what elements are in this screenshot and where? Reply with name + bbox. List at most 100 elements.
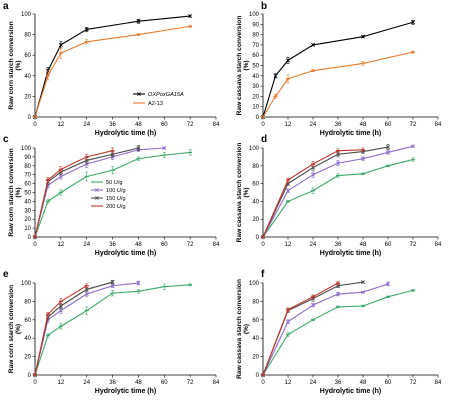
y-tick-label: 40	[252, 74, 259, 80]
series-line	[262, 145, 414, 238]
panel-d: d 0 12 24 36 48 60 72 84 0 20 40 60 80 100 Hydrolytic t…	[236, 134, 442, 257]
series-line	[262, 289, 414, 376]
x-tick-label: 12	[285, 122, 292, 128]
y-axis-label: Raw corn starch conversion(%)	[8, 148, 22, 236]
data-point	[136, 19, 141, 24]
y-axis-label-line: (%)	[15, 60, 22, 70]
series-oxpoxga15a	[261, 19, 415, 119]
data-point	[162, 146, 167, 150]
x-tick-label: 12	[58, 380, 65, 386]
panel-a: a 0 12 24 36 48 60 72 84 0 20 40 60 80 100 Hydrolytic t…	[3, 1, 220, 137]
y-tick-label: 30	[252, 84, 259, 90]
series-line	[34, 285, 87, 376]
y-axis-label: Raw cassava starch conversion(%)	[236, 16, 250, 116]
panel-f: f 0 12 24 36 48 60 72 84 0 20 40 60 80 100 Hydrolytic t…	[236, 269, 442, 395]
y-tick-label: 80	[252, 33, 259, 39]
x-tick-label: 60	[385, 380, 392, 386]
data-point	[58, 42, 63, 47]
data-point	[286, 319, 290, 324]
data-point	[286, 58, 290, 63]
x-tick-label: 48	[135, 380, 142, 386]
panel-e: e 0 12 24 36 48 60 72 84 0 20 40 60 80 100 Hydrolytic t…	[3, 269, 220, 395]
y-tick-label: 10	[24, 226, 31, 232]
y-axis-label-line: (%)	[15, 187, 22, 197]
x-tick-label: 0	[33, 242, 37, 248]
legend-label: 50 U/g	[106, 180, 122, 186]
series-line	[34, 147, 165, 238]
series-line	[262, 146, 389, 238]
series-oxpoxga15a	[33, 14, 193, 119]
panel-letter: c	[3, 134, 9, 145]
data-point	[136, 281, 141, 285]
x-tick-label: 60	[161, 380, 168, 386]
y-tick-label: 60	[24, 53, 31, 59]
x-tick-label: 0	[261, 122, 265, 128]
data-point	[110, 283, 115, 288]
data-point	[188, 14, 193, 19]
x-tick-label: 60	[385, 122, 392, 128]
data-point	[286, 188, 290, 193]
x-tick-label: 72	[410, 122, 417, 128]
x-tick-label: 84	[213, 122, 220, 128]
y-tick-label: 0	[28, 373, 32, 379]
y-tick-label: 70	[24, 173, 31, 179]
y-tick-label: 20	[252, 94, 259, 100]
data-point	[58, 308, 63, 313]
y-tick-label: 0	[256, 115, 260, 121]
data-point	[136, 146, 141, 150]
y-tick-label: 100	[249, 281, 260, 287]
data-point	[110, 280, 115, 285]
x-tick-label: 60	[385, 242, 392, 248]
x-tick-label: 48	[360, 122, 367, 128]
x-tick-label: 24	[310, 380, 317, 386]
data-point	[411, 144, 415, 149]
panel-c: c 0 12 24 36 48 60 72 84 0 10 20 30 40 50 60 70 80 90 100 Hy…	[3, 134, 220, 257]
y-axis-label-line: Raw cassava starch conversion	[236, 143, 243, 243]
y-axis-label-line: Raw cassava starch conversion	[236, 16, 243, 116]
data-point	[273, 73, 278, 78]
legend-marker	[95, 196, 99, 200]
y-axis-label: Raw corn starch conversion(%)	[8, 21, 22, 109]
x-tick-label: 72	[410, 380, 417, 386]
y-tick-label: 80	[24, 164, 31, 170]
y-tick-label: 60	[24, 318, 31, 324]
data-point	[386, 281, 390, 286]
x-tick-label: 0	[261, 380, 265, 386]
legend-label: A2-13	[148, 101, 163, 107]
y-tick-label: 20	[252, 355, 259, 361]
y-tick-label: 20	[252, 217, 259, 223]
data-point	[336, 152, 340, 157]
y-tick-label: 70	[252, 43, 259, 49]
y-tick-label: 0	[28, 235, 32, 241]
series-line	[34, 150, 113, 238]
x-tick-label: 48	[135, 242, 142, 248]
series-200-u-g	[33, 147, 115, 238]
data-point	[361, 156, 365, 161]
series-line	[34, 15, 191, 118]
data-point	[411, 20, 415, 25]
data-point	[311, 303, 315, 308]
x-tick-label: 12	[58, 242, 65, 248]
y-tick-label: 60	[252, 318, 259, 324]
y-tick-label: 30	[24, 208, 31, 214]
y-tick-label: 20	[24, 94, 31, 100]
data-point	[58, 304, 63, 308]
panel-letter: f	[261, 269, 265, 280]
y-tick-label: 50	[252, 64, 259, 70]
x-tick-label: 24	[83, 122, 90, 128]
data-point	[336, 161, 340, 166]
x-axis-label: Hydrolytic time (h)	[320, 388, 381, 395]
y-axis-label-line: Raw cassava starch conversion	[236, 279, 243, 379]
x-tick-label: 60	[161, 122, 168, 128]
y-axis-label: Raw cassava starch conversion(%)	[236, 279, 250, 379]
x-tick-label: 48	[135, 122, 142, 128]
legend-label: OXPoxGA15A	[148, 92, 184, 98]
y-tick-label: 60	[24, 182, 31, 188]
y-tick-label: 60	[252, 182, 259, 188]
x-tick-label: 36	[335, 380, 342, 386]
y-tick-label: 20	[24, 217, 31, 223]
series-100-u-g	[33, 146, 167, 239]
y-tick-label: 80	[252, 299, 259, 305]
x-tick-label: 12	[285, 242, 292, 248]
